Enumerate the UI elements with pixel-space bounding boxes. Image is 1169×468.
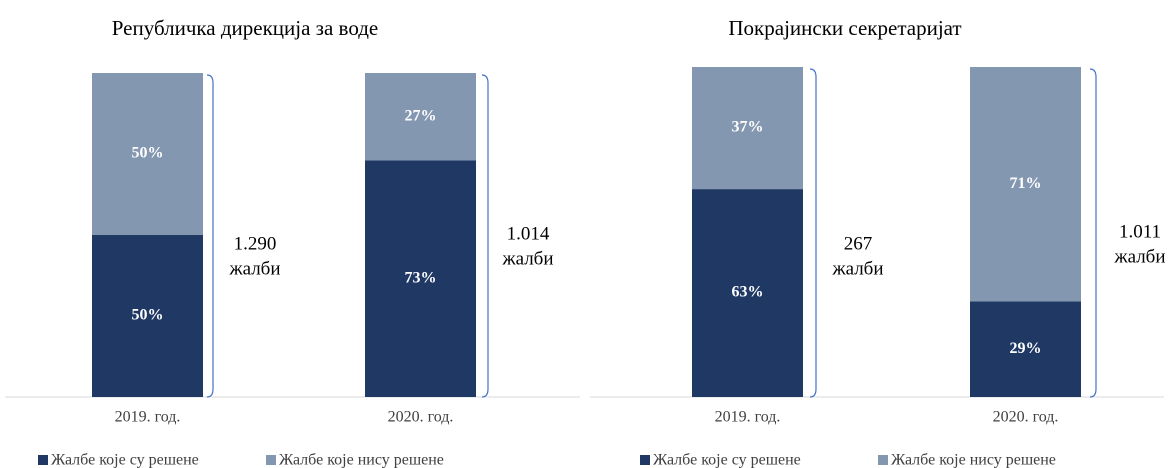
bar-segment (92, 73, 203, 235)
data-label: 63% (732, 284, 764, 301)
bar-segment (692, 189, 803, 397)
annotation: жалби (831, 258, 883, 279)
legend-swatch (878, 455, 888, 465)
x-tick-label: 2019. год. (715, 409, 781, 426)
bar-segment (692, 67, 803, 190)
bar-segment (970, 301, 1081, 397)
bracket (206, 74, 214, 398)
bar-segment (970, 67, 1081, 302)
data-label: 37% (732, 119, 764, 136)
bar-segment (365, 160, 476, 397)
bracket (809, 68, 817, 398)
legend-label: Жалбе које су решене (653, 452, 801, 468)
legend-label: Жалбе које су решене (51, 452, 199, 468)
chart-title: Покрајински секретаријат (728, 16, 961, 40)
chart-title: Републичка дирекција за воде (112, 16, 378, 40)
legend-label: Жалбе које нису решене (279, 452, 444, 468)
annotation: жалби (1113, 246, 1165, 267)
x-tick-label: 2020. год. (388, 409, 454, 426)
legend-swatch (266, 455, 276, 465)
annotation: 1.011 (1119, 221, 1161, 242)
data-label: 71% (1010, 175, 1042, 192)
legend-swatch (640, 455, 650, 465)
annotation: 1.290 (234, 233, 277, 254)
annotation: жалби (501, 248, 553, 269)
annotation: жалби (228, 258, 280, 279)
bar-segment (92, 235, 203, 397)
x-tick-label: 2020. год. (993, 409, 1059, 426)
bracket (1089, 68, 1097, 398)
x-tick-label: 2019. год. (115, 409, 181, 426)
data-label: 27% (405, 107, 437, 124)
data-label: 50% (132, 307, 164, 324)
annotation: 1.014 (507, 223, 550, 244)
bracket (481, 74, 489, 398)
data-label: 73% (405, 269, 437, 286)
legend-label: Жалбе које нису решене (891, 452, 1056, 468)
bar-segment (365, 73, 476, 161)
annotation: 267 (844, 233, 873, 254)
data-label: 50% (132, 145, 164, 162)
data-label: 29% (1010, 340, 1042, 357)
legend-swatch (38, 455, 48, 465)
